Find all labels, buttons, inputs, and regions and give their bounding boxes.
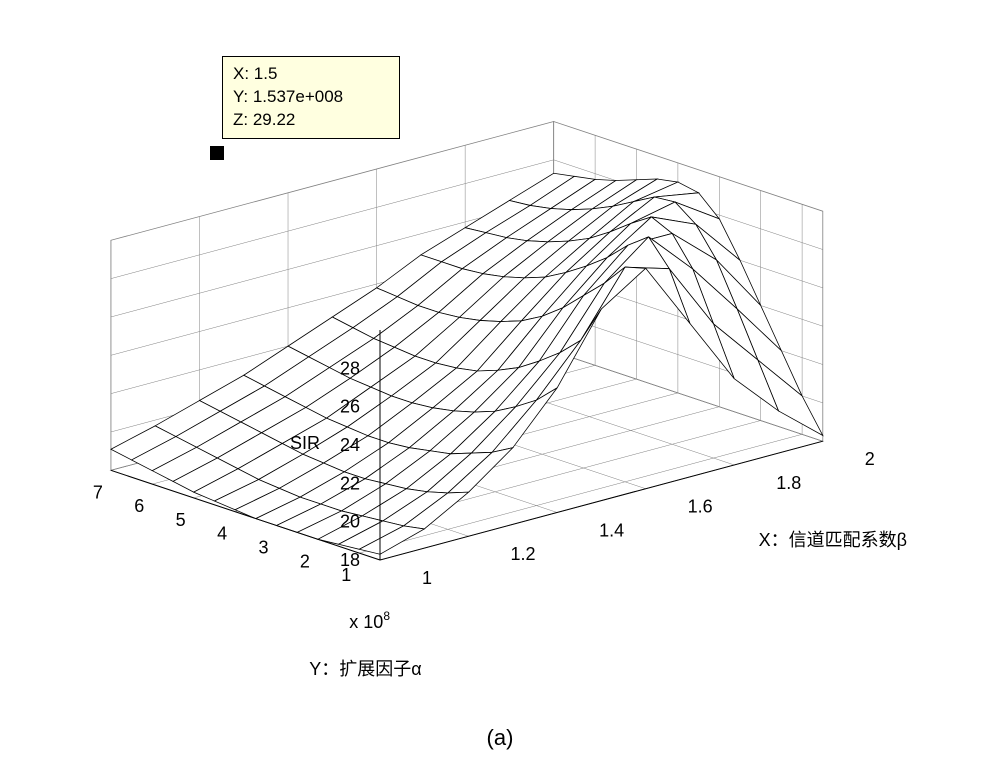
datatip-line-y: Y: 1.537e+008: [233, 86, 389, 109]
datatip-line-z: Z: 29.22: [233, 109, 389, 132]
svg-text:28: 28: [340, 358, 360, 378]
svg-text:7: 7: [93, 482, 103, 502]
svg-text:1.8: 1.8: [776, 473, 801, 493]
svg-text:26: 26: [340, 397, 360, 417]
svg-text:6: 6: [134, 496, 144, 516]
svg-text:1.4: 1.4: [599, 520, 624, 540]
svg-text:2: 2: [300, 551, 310, 571]
svg-text:1.2: 1.2: [511, 544, 536, 564]
svg-text:20: 20: [340, 512, 360, 532]
svg-text:5: 5: [176, 510, 186, 530]
svg-text:x 108: x 108: [349, 609, 390, 632]
svg-text:1: 1: [422, 568, 432, 588]
svg-text:4: 4: [217, 524, 227, 544]
svg-text:22: 22: [340, 473, 360, 493]
data-tip: X: 1.5 Y: 1.537e+008 Z: 29.22: [222, 56, 400, 139]
svg-text:24: 24: [340, 435, 360, 455]
svg-text:(a): (a): [487, 725, 514, 750]
data-tip-marker: [210, 146, 224, 160]
surface-chart: 11.21.41.61.821234567182022242628x 108SI…: [0, 0, 1000, 765]
chart-svg: 11.21.41.61.821234567182022242628x 108SI…: [0, 0, 1000, 765]
svg-text:2: 2: [865, 449, 875, 469]
svg-text:Y：扩展因子α: Y：扩展因子α: [309, 659, 421, 679]
svg-text:SIR: SIR: [290, 433, 320, 453]
datatip-line-x: X: 1.5: [233, 63, 389, 86]
svg-text:1.6: 1.6: [688, 497, 713, 517]
svg-text:3: 3: [258, 538, 268, 558]
svg-text:18: 18: [340, 550, 360, 570]
svg-text:X：信道匹配系数β: X：信道匹配系数β: [759, 530, 907, 550]
